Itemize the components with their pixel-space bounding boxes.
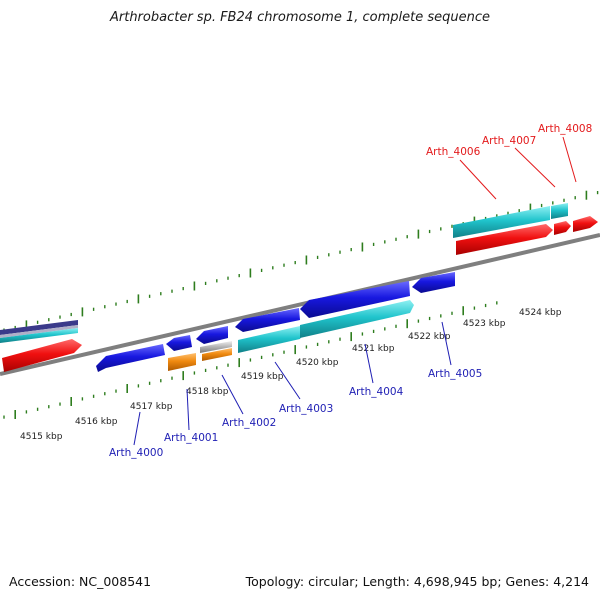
gene-feature[interactable] [456, 224, 553, 255]
gene-label[interactable]: Arth_4007 [482, 135, 536, 147]
gene-feature[interactable] [2, 339, 82, 372]
gene-label[interactable]: Arth_4000 [109, 447, 163, 459]
label-leaders-top [459, 136, 577, 200]
leader-line [274, 361, 301, 400]
kbp-label: 4522 kbp [408, 332, 451, 342]
gene-label[interactable]: Arth_4008 [538, 123, 592, 135]
leader-line [459, 159, 497, 200]
gene-feature[interactable] [238, 326, 305, 353]
kbp-label: 4517 kbp [130, 402, 173, 412]
kbp-label: 4516 kbp [75, 417, 118, 427]
gene-label[interactable]: Arth_4002 [222, 417, 276, 429]
gene-label[interactable]: Arth_4005 [428, 368, 482, 380]
kbp-label: 4515 kbp [20, 432, 63, 442]
kbp-label: 4523 kbp [463, 319, 506, 329]
leader-line [186, 388, 190, 431]
leader-line [133, 411, 141, 446]
leader-line [514, 147, 556, 188]
gene-label[interactable]: Arth_4003 [279, 403, 333, 415]
leader-line [441, 321, 452, 366]
gene-label[interactable]: Arth_4001 [164, 432, 218, 444]
gene-feature[interactable] [300, 281, 410, 318]
gene-feature[interactable] [300, 300, 414, 338]
reverse-tick-row [3, 301, 498, 419]
kbp-label: 4518 kbp [186, 387, 229, 397]
forward-strand-genes [0, 203, 598, 372]
gene-feature[interactable] [412, 272, 455, 293]
kbp-label: 4521 kbp [352, 344, 395, 354]
backbone-axis [0, 233, 600, 376]
gene-feature[interactable] [551, 203, 568, 219]
gene-feature[interactable] [0, 320, 78, 335]
leader-line [562, 136, 577, 183]
gene-feature[interactable] [554, 221, 571, 235]
reverse-strand-genes [96, 272, 455, 372]
gene-feature[interactable] [166, 335, 192, 351]
gene-labels-top: Arth_4006 Arth_4007 Arth_4008 [426, 123, 592, 158]
gene-feature[interactable] [453, 206, 550, 238]
gene-feature[interactable] [96, 344, 165, 372]
gene-feature[interactable] [573, 216, 598, 232]
gene-feature[interactable] [202, 348, 232, 361]
gene-labels-bottom: Arth_4000 Arth_4001 Arth_4002 Arth_4003 … [109, 368, 482, 459]
forward-tick-row [3, 190, 599, 332]
kbp-label: 4520 kbp [296, 358, 339, 368]
kbp-scale: 4515 kbp 4516 kbp 4517 kbp 4518 kbp 4519… [20, 308, 562, 442]
accession-text: Accession: NC_008541 [9, 574, 152, 589]
gene-feature[interactable] [0, 328, 78, 343]
label-leaders-bottom [133, 321, 452, 446]
gene-feature[interactable] [235, 308, 300, 332]
kbp-label: 4519 kbp [241, 372, 284, 382]
genome-summary: Topology: circular; Length: 4,698,945 bp… [245, 574, 589, 589]
gene-feature[interactable] [200, 341, 232, 353]
kbp-label: 4524 kbp [519, 308, 562, 318]
leader-line [221, 374, 244, 415]
gene-label[interactable]: Arth_4004 [349, 386, 404, 398]
gene-feature[interactable] [0, 325, 78, 338]
map-title: Arthrobacter sp. FB24 chromosome 1, comp… [109, 10, 491, 25]
gene-feature[interactable] [196, 326, 228, 344]
gene-label[interactable]: Arth_4006 [426, 146, 481, 158]
leader-line [364, 343, 374, 384]
gene-feature[interactable] [168, 353, 196, 371]
